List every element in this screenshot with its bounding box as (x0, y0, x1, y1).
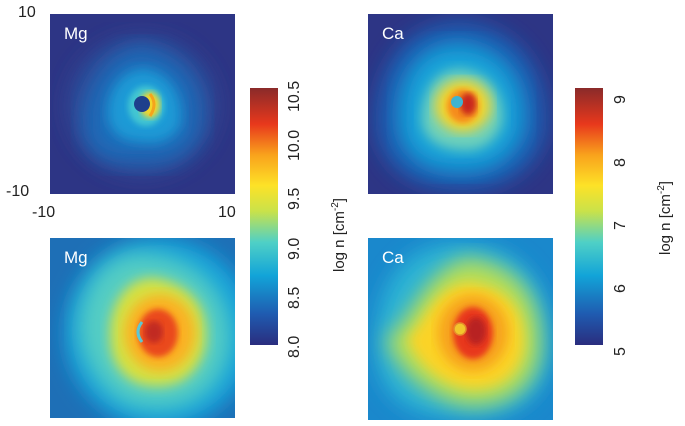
y-axis-tick-top: 10 (18, 4, 36, 21)
colorbar-left-tick: 10.0 (286, 130, 303, 162)
density-map-ca-bottom: Ca (368, 238, 553, 420)
x-axis-tick-left: -10 (32, 204, 56, 221)
element-label-mg: Mg (64, 248, 88, 267)
colorbar-left-tick: 9.5 (286, 188, 303, 211)
colorbar-right-tick: 7 (612, 221, 629, 230)
colorbar-left-tick: 9.0 (286, 237, 303, 260)
colorbar-left-gradient (250, 88, 278, 345)
colorbar-left-tick: 8.0 (286, 335, 303, 358)
colorbar-right-gradient (575, 88, 603, 345)
density-map-mg-bottom-image (50, 238, 235, 418)
element-label-mg: Mg (64, 24, 88, 43)
colorbar-left (250, 88, 278, 345)
colorbar-left-tick: 8.5 (286, 286, 303, 309)
colorbar-right-label: log n [cm-2] (656, 181, 674, 255)
element-label-ca: Ca (382, 248, 404, 267)
element-label-ca: Ca (382, 24, 404, 43)
x-axis-tick-right: 10 (218, 204, 236, 221)
y-axis-tick-bottom: -10 (6, 183, 30, 200)
colorbar-left-tick: 10.5 (286, 80, 303, 112)
colorbar-right (575, 88, 603, 345)
density-map-ca-bottom-image (368, 238, 553, 420)
colorbar-right-tick: 6 (612, 284, 629, 293)
density-map-ca-top-image (368, 14, 553, 194)
density-map-mg-top-image (50, 14, 235, 194)
colorbar-left-label: log n [cm-2] (330, 198, 348, 272)
colorbar-right-tick: 8 (612, 158, 629, 167)
colorbar-right-tick: 9 (612, 95, 629, 104)
density-map-ca-top: Ca (368, 14, 553, 194)
density-map-mg-top: Mg (50, 14, 235, 194)
density-map-mg-bottom: Mg (50, 238, 235, 418)
colorbar-right-tick: 5 (612, 347, 629, 356)
